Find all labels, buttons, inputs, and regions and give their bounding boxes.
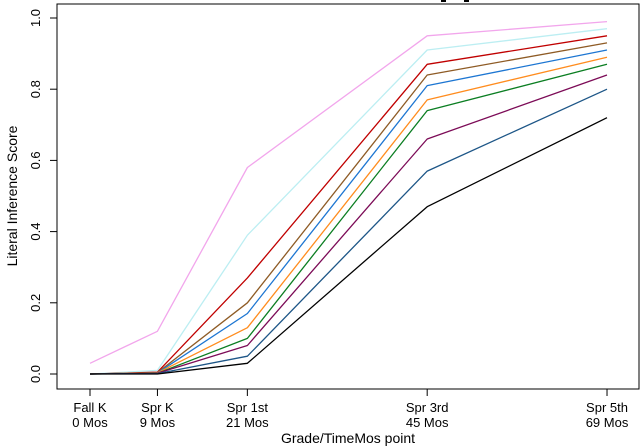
y-tick-label: 0.0 xyxy=(28,365,43,383)
series-lines xyxy=(89,20,608,375)
x-tick-label-grade: Fall K xyxy=(73,400,107,415)
x-tick-label-grade: Spr 1st xyxy=(227,400,269,415)
line-blue xyxy=(89,49,608,375)
y-axis: 0.0 0.2 0.4 0.6 0.8 1.0 xyxy=(28,9,57,383)
y-tick-label: 0.2 xyxy=(28,294,43,312)
x-tick-label-months: 21 Mos xyxy=(226,415,269,430)
clipped-title-fragment xyxy=(441,0,446,2)
line-black xyxy=(90,117,608,375)
y-axis-title: Literal Inference Score xyxy=(4,125,20,266)
line-brown xyxy=(89,42,608,375)
x-tick-label-grade: Spr 5th xyxy=(586,400,628,415)
clipped-title-fragment xyxy=(464,0,469,2)
y-tick-label: 0.8 xyxy=(28,80,43,98)
line-red xyxy=(89,35,608,375)
y-tick-label: 0.4 xyxy=(28,223,43,241)
x-tick-label-months: 0 Mos xyxy=(72,415,108,430)
line-pink xyxy=(89,20,608,364)
x-tick-label-months: 45 Mos xyxy=(406,415,449,430)
x-tick-label-grade: Spr K xyxy=(141,400,174,415)
y-tick-label: 0.6 xyxy=(28,151,43,169)
y-tick-label: 1.0 xyxy=(28,9,43,27)
x-axis-title: Grade/TimeMos point xyxy=(281,430,415,446)
line-lightcyan xyxy=(89,28,608,375)
x-tick-label-months: 69 Mos xyxy=(586,415,629,430)
x-tick-label-grade: Spr 3rd xyxy=(406,400,449,415)
line-green xyxy=(89,63,608,375)
line-orange xyxy=(89,56,608,375)
line-wine xyxy=(89,74,608,375)
plot-box xyxy=(56,3,640,390)
x-tick-label-months: 9 Mos xyxy=(140,415,176,430)
